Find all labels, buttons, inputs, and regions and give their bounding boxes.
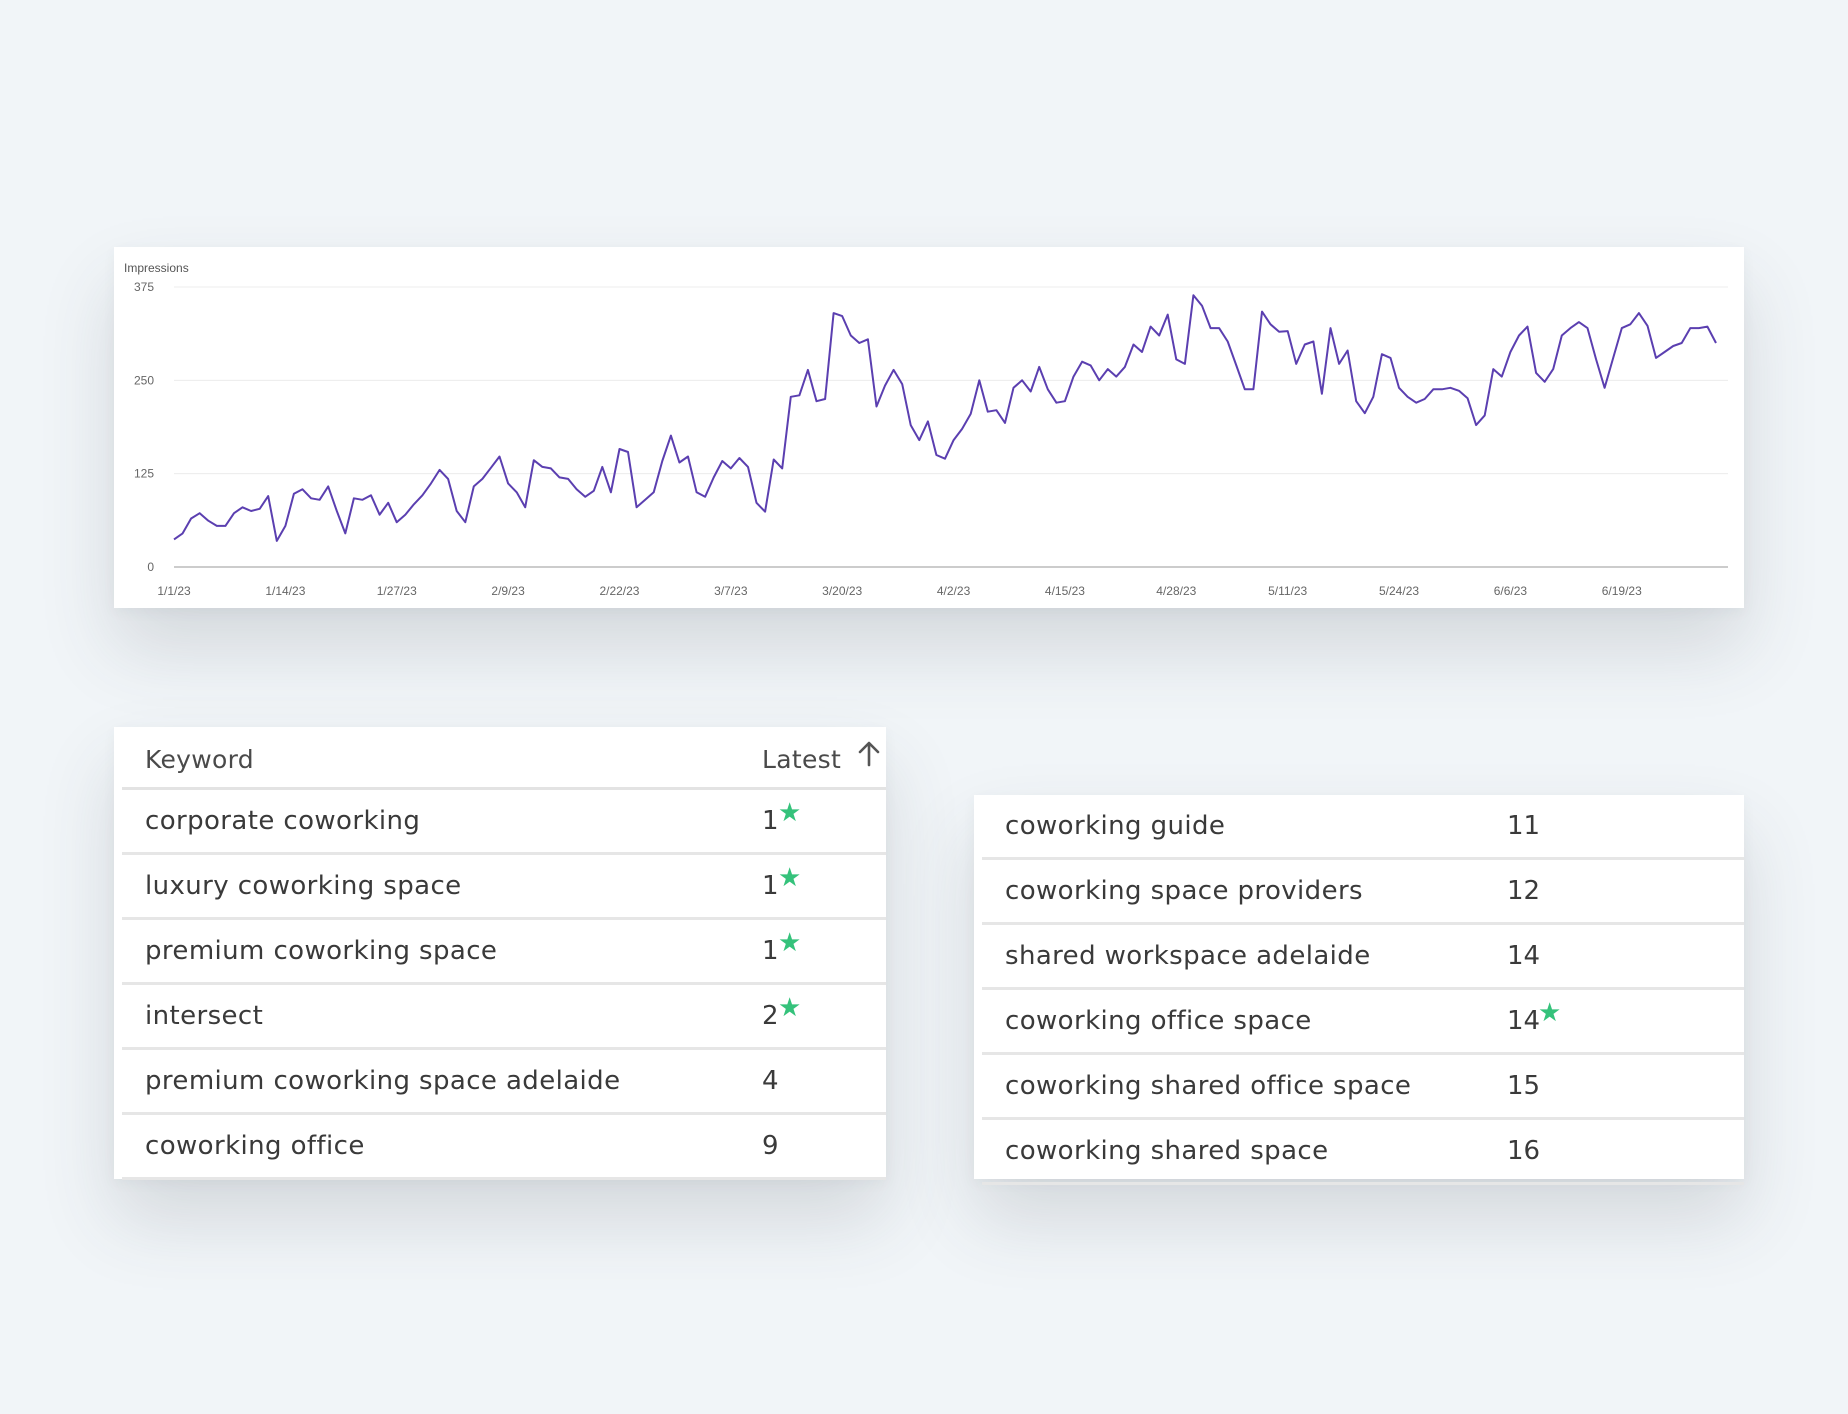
table-header: Keyword Latest — [122, 727, 886, 790]
impressions-chart: Impressions 0 125 250 375 1/1/23 1/14/23 1/27/2… — [124, 261, 1728, 598]
impressions-series-line — [173, 294, 1717, 542]
table-row[interactable]: coworking office 9 — [122, 1115, 886, 1180]
keyword-cell: corporate coworking — [145, 806, 421, 836]
star-icon: ★ — [1538, 998, 1562, 1028]
x-tick-label: 6/6/23 — [1494, 584, 1528, 598]
keyword-cell: premium coworking space — [145, 936, 498, 966]
latest-rank-cell: 1 — [762, 936, 779, 966]
x-tick-label: 4/2/23 — [937, 584, 971, 598]
latest-rank-cell: 1 — [762, 871, 779, 901]
star-icon: ★ — [778, 798, 802, 828]
latest-rank-cell: 4 — [762, 1066, 779, 1096]
table-row[interactable]: coworking space providers 12 — [982, 860, 1744, 925]
keyword-cell: coworking office — [145, 1131, 365, 1161]
keyword-cell: coworking space providers — [1005, 876, 1364, 906]
keyword-cell: luxury coworking space — [145, 871, 462, 901]
x-tick-label: 4/15/23 — [1045, 584, 1085, 598]
table-row[interactable]: premium coworking space 1 ★ — [122, 920, 886, 985]
x-tick-label: 2/9/23 — [491, 584, 525, 598]
table-row[interactable]: corporate coworking 1 ★ — [122, 790, 886, 855]
keyword-cell: premium coworking space adelaide — [145, 1066, 621, 1096]
star-icon: ★ — [778, 993, 802, 1023]
keyword-cell: shared workspace adelaide — [1005, 941, 1371, 971]
star-icon: ★ — [778, 928, 802, 958]
table-row[interactable]: coworking guide 11 — [982, 795, 1744, 860]
keyword-cell: coworking guide — [1005, 811, 1226, 841]
y-tick-label: 0 — [147, 560, 154, 574]
keyword-cell: coworking office space — [1005, 1006, 1312, 1036]
table-row[interactable]: coworking shared space 16 — [982, 1120, 1744, 1185]
star-icon: ★ — [778, 863, 802, 893]
table-row[interactable]: intersect 2 ★ — [122, 985, 886, 1050]
table-row[interactable]: premium coworking space adelaide 4 — [122, 1050, 886, 1115]
y-tick-label: 125 — [134, 467, 154, 481]
latest-rank-cell: 14 — [1507, 1006, 1541, 1036]
impressions-chart-card: Impressions 0 125 250 375 1/1/23 1/14/23 1/27/2… — [114, 247, 1744, 608]
table-row[interactable]: shared workspace adelaide 14 — [982, 925, 1744, 990]
keyword-table-left: Keyword Latest corporate coworking 1 ★ luxu… — [114, 727, 886, 1180]
x-tick-label: 1/14/23 — [265, 584, 305, 598]
latest-rank-cell: 9 — [762, 1131, 779, 1161]
keyword-table-right: coworking guide 11 coworking space provide… — [974, 795, 1744, 1185]
table-row[interactable]: luxury coworking space 1 ★ — [122, 855, 886, 920]
keyword-cell: coworking shared space — [1005, 1136, 1329, 1166]
latest-rank-cell: 2 — [762, 1001, 779, 1031]
latest-rank-cell: 16 — [1507, 1136, 1541, 1166]
latest-rank-cell: 14 — [1507, 941, 1541, 971]
x-tick-label: 2/22/23 — [599, 584, 639, 598]
x-tick-label: 5/11/23 — [1268, 584, 1307, 598]
arrow-up-icon[interactable] — [856, 739, 882, 767]
latest-rank-cell: 1 — [762, 806, 779, 836]
table-row[interactable]: coworking shared office space 15 — [982, 1055, 1744, 1120]
latest-rank-cell: 12 — [1507, 876, 1541, 906]
x-tick-label: 3/7/23 — [714, 584, 748, 598]
x-tick-label: 1/1/23 — [157, 584, 191, 598]
table-row[interactable]: coworking office space 14 ★ — [982, 990, 1744, 1055]
y-tick-label: 250 — [134, 373, 154, 387]
latest-column-header[interactable]: Latest — [762, 745, 842, 774]
keyword-column-header[interactable]: Keyword — [145, 745, 254, 774]
x-tick-label: 6/19/23 — [1602, 584, 1642, 598]
latest-rank-cell: 15 — [1507, 1071, 1541, 1101]
y-axis-label: Impressions — [124, 261, 189, 275]
x-tick-label: 1/27/23 — [377, 584, 417, 598]
x-tick-label: 5/24/23 — [1379, 584, 1419, 598]
x-tick-label: 3/20/23 — [822, 584, 862, 598]
keyword-cell: intersect — [145, 1001, 264, 1031]
keyword-cell: coworking shared office space — [1005, 1071, 1412, 1101]
x-tick-label: 4/28/23 — [1156, 584, 1196, 598]
y-tick-label: 375 — [134, 280, 154, 294]
latest-rank-cell: 11 — [1507, 811, 1541, 841]
